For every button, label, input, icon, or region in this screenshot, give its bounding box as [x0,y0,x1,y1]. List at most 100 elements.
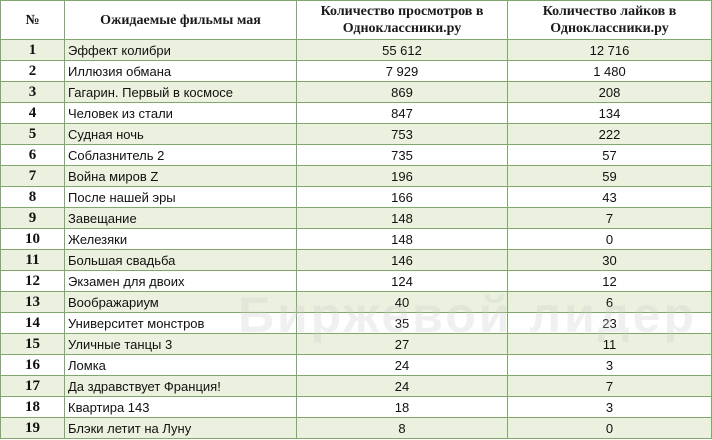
header-views: Количество просмотров в Одноклассники.ру [296,0,508,40]
views-count: 196 [296,165,508,187]
header-likes: Количество лайков в Одноклассники.ру [507,0,712,40]
header-num: № [0,0,65,40]
views-count: 148 [296,207,508,229]
movie-title: Воображариум [64,291,297,313]
table-row: 14 Университет монстров 35 23 [0,312,712,334]
views-count: 40 [296,291,508,313]
table-row: 6 Соблазнитель 2 735 57 [0,144,712,166]
views-count: 869 [296,81,508,103]
table-row: 9 Завещание 148 7 [0,207,712,229]
row-number: 12 [0,270,65,292]
header-row: № Ожидаемые фильмы мая Количество просмо… [0,0,712,40]
table-row: 4 Человек из стали 847 134 [0,102,712,124]
movie-title: Иллюзия обмана [64,60,297,82]
movie-title: Соблазнитель 2 [64,144,297,166]
views-count: 7 929 [296,60,508,82]
row-number: 9 [0,207,65,229]
likes-count: 0 [507,228,712,250]
views-count: 166 [296,186,508,208]
table-row: 16 Ломка 24 3 [0,354,712,376]
views-count: 146 [296,249,508,271]
views-count: 753 [296,123,508,145]
views-count: 847 [296,102,508,124]
likes-count: 208 [507,81,712,103]
likes-count: 3 [507,396,712,418]
likes-count: 57 [507,144,712,166]
row-number: 17 [0,375,65,397]
likes-count: 30 [507,249,712,271]
views-count: 55 612 [296,39,508,61]
likes-count: 7 [507,207,712,229]
movie-title: Человек из стали [64,102,297,124]
movie-title: Да здравствует Франция! [64,375,297,397]
likes-count: 7 [507,375,712,397]
likes-count: 12 [507,270,712,292]
movie-title: Судная ночь [64,123,297,145]
movie-title: Железяки [64,228,297,250]
views-count: 24 [296,375,508,397]
movie-title: Эффект колибри [64,39,297,61]
likes-count: 0 [507,417,712,439]
table-row: 3 Гагарин. Первый в космосе 869 208 [0,81,712,103]
table-row: 1 Эффект колибри 55 612 12 716 [0,39,712,61]
row-number: 13 [0,291,65,313]
movie-title: Война миров Z [64,165,297,187]
row-number: 3 [0,81,65,103]
movie-title: Квартира 143 [64,396,297,418]
movie-title: Завещание [64,207,297,229]
row-number: 2 [0,60,65,82]
row-number: 5 [0,123,65,145]
table-row: 7 Война миров Z 196 59 [0,165,712,187]
row-number: 6 [0,144,65,166]
likes-count: 12 716 [507,39,712,61]
row-number: 14 [0,312,65,334]
table-row: 2 Иллюзия обмана 7 929 1 480 [0,60,712,82]
row-number: 16 [0,354,65,376]
views-count: 8 [296,417,508,439]
views-count: 18 [296,396,508,418]
movie-title: После нашей эры [64,186,297,208]
row-number: 19 [0,417,65,439]
likes-count: 23 [507,312,712,334]
likes-count: 3 [507,354,712,376]
table-row: 11 Большая свадьба 146 30 [0,249,712,271]
row-number: 15 [0,333,65,355]
views-count: 124 [296,270,508,292]
row-number: 11 [0,249,65,271]
likes-count: 222 [507,123,712,145]
views-count: 24 [296,354,508,376]
views-count: 27 [296,333,508,355]
movie-title: Большая свадьба [64,249,297,271]
views-count: 735 [296,144,508,166]
table-header: № Ожидаемые фильмы мая Количество просмо… [0,0,712,40]
row-number: 10 [0,228,65,250]
likes-count: 43 [507,186,712,208]
row-number: 7 [0,165,65,187]
movie-title: Уличные танцы 3 [64,333,297,355]
table-row: 15 Уличные танцы 3 27 11 [0,333,712,355]
movie-title: Университет монстров [64,312,297,334]
table-row: 10 Железяки 148 0 [0,228,712,250]
views-count: 148 [296,228,508,250]
table-row: 12 Экзамен для двоих 124 12 [0,270,712,292]
row-number: 1 [0,39,65,61]
table-row: 5 Судная ночь 753 222 [0,123,712,145]
movie-title: Экзамен для двоих [64,270,297,292]
movie-title: Блэки летит на Луну [64,417,297,439]
likes-count: 134 [507,102,712,124]
table-row: 18 Квартира 143 18 3 [0,396,712,418]
row-number: 18 [0,396,65,418]
likes-count: 11 [507,333,712,355]
table-row: 8 После нашей эры 166 43 [0,186,712,208]
table-row: 17 Да здравствует Франция! 24 7 [0,375,712,397]
movie-title: Ломка [64,354,297,376]
movie-title: Гагарин. Первый в космосе [64,81,297,103]
views-count: 35 [296,312,508,334]
header-title: Ожидаемые фильмы мая [64,0,297,40]
row-number: 8 [0,186,65,208]
likes-count: 6 [507,291,712,313]
table-row: 13 Воображариум 40 6 [0,291,712,313]
table-row: 19 Блэки летит на Луну 8 0 [0,417,712,439]
likes-count: 1 480 [507,60,712,82]
